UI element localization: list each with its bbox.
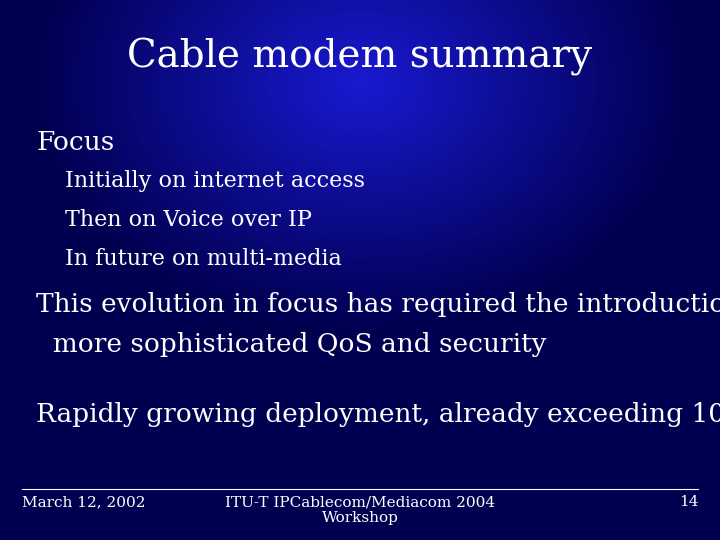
Text: March 12, 2002: March 12, 2002 — [22, 495, 145, 509]
Text: Focus: Focus — [36, 130, 114, 154]
Text: Then on Voice over IP: Then on Voice over IP — [65, 209, 312, 231]
Text: Cable modem summary: Cable modem summary — [127, 38, 593, 76]
Text: 14: 14 — [679, 495, 698, 509]
Text: Rapidly growing deployment, already exceeding 10M: Rapidly growing deployment, already exce… — [36, 402, 720, 427]
Text: Initially on internet access: Initially on internet access — [65, 170, 365, 192]
Text: This evolution in focus has required the introduction of: This evolution in focus has required the… — [36, 292, 720, 316]
Text: ITU-T IPCablecom/Mediacom 2004
Workshop: ITU-T IPCablecom/Mediacom 2004 Workshop — [225, 495, 495, 525]
Text: In future on multi-media: In future on multi-media — [65, 248, 341, 270]
Text: more sophisticated QoS and security: more sophisticated QoS and security — [36, 332, 546, 357]
